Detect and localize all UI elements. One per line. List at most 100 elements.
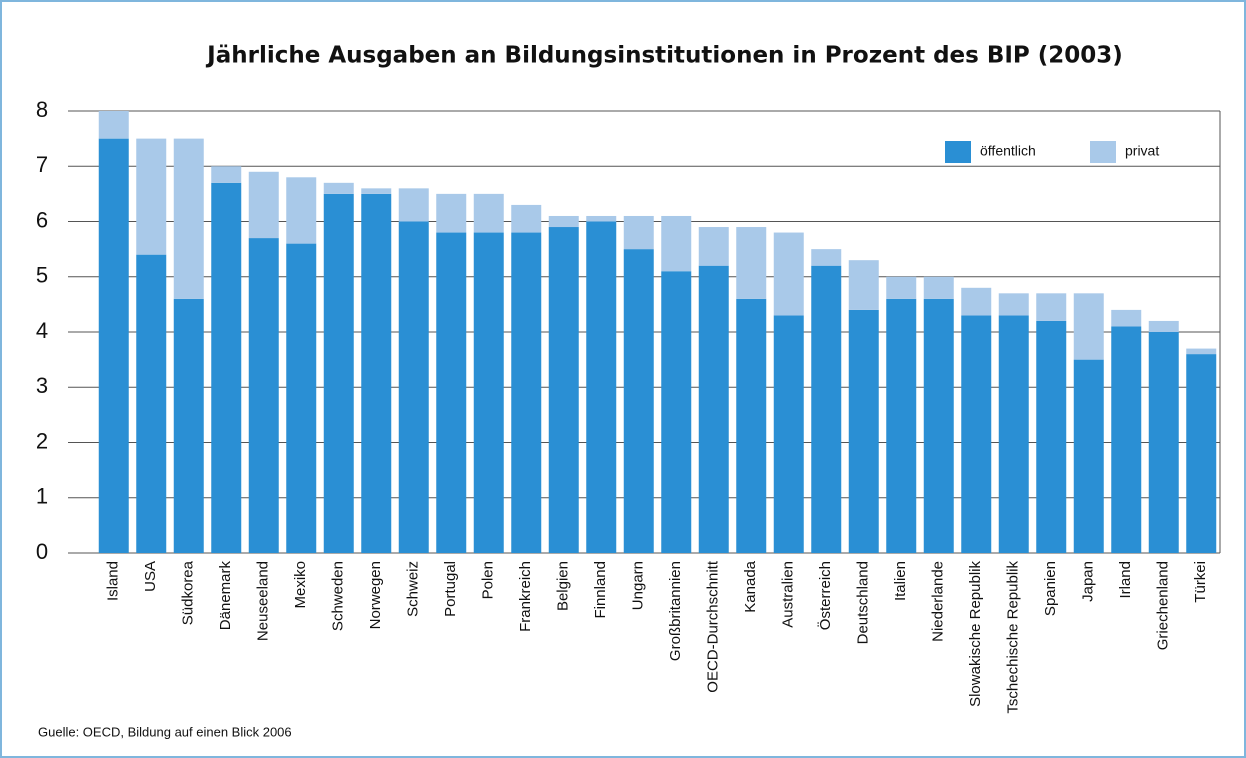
- source: Guelle: OECD, Bildung auf einen Blick 20…: [38, 724, 292, 739]
- bar-segment: [286, 177, 317, 244]
- x-tick-label: Schweden: [330, 561, 347, 631]
- y-tick-label: 0: [36, 539, 48, 564]
- bar-segment: [286, 243, 317, 553]
- x-tick-label: Griechenland: [1155, 561, 1172, 650]
- bar-segment: [473, 193, 504, 233]
- bar-segment: [961, 315, 992, 553]
- bar-segment: [98, 111, 129, 139]
- bar-segment: [173, 138, 204, 299]
- bar-segment: [998, 293, 1029, 316]
- y-tick-label: 1: [36, 484, 48, 509]
- y-tick-label: 5: [36, 263, 48, 288]
- bar-segment: [1073, 293, 1104, 360]
- x-tick-label: Türkei: [1192, 561, 1209, 603]
- bar-segment: [361, 193, 392, 553]
- bar-segment: [811, 265, 842, 553]
- bar-segment: [1036, 293, 1067, 321]
- x-tick-label: Südkorea: [180, 560, 197, 625]
- legend-label: privat: [1125, 143, 1159, 159]
- bar-segment: [923, 298, 954, 553]
- bar-segment: [961, 287, 992, 316]
- bar-segment: [1148, 332, 1179, 553]
- x-tick-label: Irland: [1117, 561, 1134, 599]
- x-tick-label: Deutschland: [855, 561, 872, 644]
- bar-segment: [511, 232, 542, 554]
- bar-segment: [436, 232, 467, 554]
- bar-segment: [848, 309, 879, 553]
- bar-segment: [548, 215, 579, 228]
- bar-segment: [998, 315, 1029, 553]
- x-tick-label: Mexiko: [292, 561, 309, 609]
- x-tick-label: Spanien: [1042, 561, 1059, 616]
- x-tick-label: Polen: [480, 561, 497, 599]
- x-tick-label: Belgien: [555, 561, 572, 611]
- x-tick-label: USA: [142, 561, 159, 592]
- bar-segment: [811, 249, 842, 266]
- bar-segment: [736, 227, 767, 299]
- bar-segment: [586, 215, 617, 222]
- legend-swatch: [945, 141, 971, 163]
- x-tick-label: Portugal: [442, 561, 459, 617]
- bar-segment: [98, 138, 129, 553]
- x-tick-label: Australien: [780, 561, 797, 628]
- bar-segment: [136, 254, 167, 553]
- bar-segment: [698, 265, 729, 553]
- chart-title: Jährliche Ausgaben an Bildungsinstitutio…: [205, 43, 1123, 69]
- y-tick-label: 4: [36, 318, 48, 343]
- bar-segment: [136, 138, 167, 255]
- bar-segment: [1111, 326, 1142, 553]
- bar-segment: [211, 182, 242, 553]
- bar-segment: [248, 238, 279, 553]
- bar-segment: [436, 193, 467, 233]
- bar-segment: [1186, 348, 1217, 355]
- bar-segment: [661, 215, 692, 272]
- x-tick-label: Tschechische Republik: [1005, 561, 1022, 714]
- bar-segment: [848, 260, 879, 310]
- bar-segment: [586, 221, 617, 553]
- y-tick-label: 6: [36, 207, 48, 232]
- bar-segment: [736, 298, 767, 553]
- bar-segment: [1186, 354, 1217, 553]
- x-tick-label: Niederlande: [930, 561, 947, 642]
- bar-segment: [923, 276, 954, 299]
- y-tick-label: 3: [36, 373, 48, 398]
- x-tick-label: Schweiz: [405, 561, 422, 617]
- bar-segment: [623, 215, 654, 250]
- y-tick-label: 7: [36, 152, 48, 177]
- bar-segment: [661, 271, 692, 553]
- bar-segment: [1073, 359, 1104, 553]
- y-tick-label: 2: [36, 428, 48, 453]
- bar-segment: [773, 232, 804, 316]
- x-tick-label: Kanada: [742, 560, 759, 612]
- x-tick-label: Großbritannien: [667, 561, 684, 661]
- x-tick-label: Norwegen: [367, 561, 384, 629]
- x-tick-label: Island: [105, 561, 122, 601]
- bar-segment: [886, 298, 917, 553]
- x-tick-label: Dänemark: [217, 561, 234, 631]
- bar-segment: [473, 232, 504, 554]
- x-tick-label: OECD-Durchschnitt: [705, 560, 722, 693]
- x-tick-label: Ungarn: [630, 561, 647, 610]
- bar-segment: [248, 171, 279, 239]
- x-tick-label: Slowakische Republik: [967, 561, 984, 707]
- bar-segment: [1111, 309, 1142, 327]
- bar-segment: [323, 182, 354, 194]
- x-tick-label: Neuseeland: [255, 561, 272, 641]
- legend-swatch: [1090, 141, 1116, 163]
- bar-segment: [398, 221, 429, 553]
- x-tick-label: Italien: [892, 561, 909, 601]
- bar-segment: [698, 227, 729, 266]
- bar-segment: [886, 276, 917, 299]
- bar-segment: [398, 188, 429, 222]
- x-tick-label: Frankreich: [517, 561, 534, 632]
- bar-segment: [548, 227, 579, 553]
- y-tick-label: 8: [36, 97, 48, 122]
- x-tick-label: Österreich: [816, 561, 834, 630]
- bar-segment: [361, 188, 392, 194]
- bar-segment: [173, 298, 204, 553]
- x-tick-label: Japan: [1080, 561, 1097, 602]
- bar-segment: [511, 204, 542, 233]
- legend-label: öffentlich: [980, 143, 1036, 159]
